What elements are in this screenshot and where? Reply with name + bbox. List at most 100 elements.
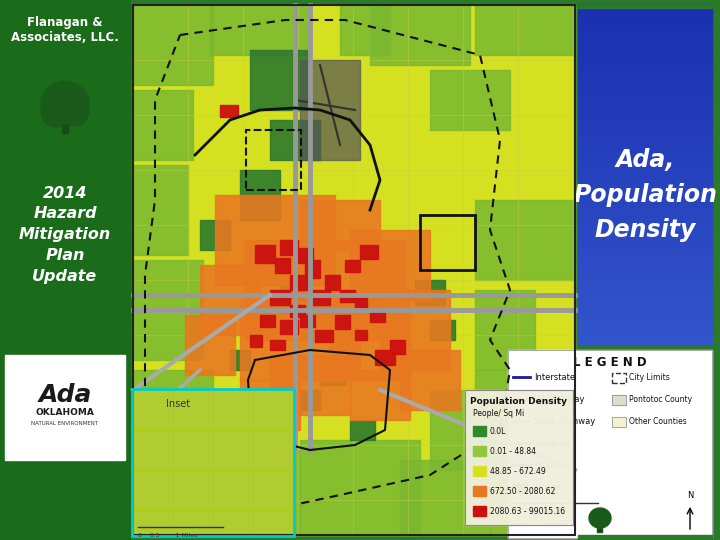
Ellipse shape (47, 81, 83, 109)
Bar (133, 5, 575, 535)
Bar (578, 185, 712, 192)
Bar (578, 140, 712, 147)
Bar (473, 506, 486, 516)
Bar (578, 11, 712, 17)
Bar (473, 466, 486, 476)
Bar (325, 275, 340, 290)
Bar (578, 281, 712, 288)
Text: Ada: Ada (38, 383, 91, 408)
Bar (275, 258, 290, 273)
Bar (355, 330, 367, 340)
Bar (133, 5, 213, 85)
Bar (490, 430, 575, 535)
Bar (578, 16, 712, 23)
Bar (240, 380, 300, 430)
Bar (578, 315, 712, 321)
Bar (360, 245, 378, 259)
Text: 2014
Hazard
Mitigation
Plan
Update: 2014 Hazard Mitigation Plan Update (19, 186, 111, 285)
Bar (132, 389, 294, 536)
Text: Inset: Inset (166, 399, 190, 409)
Text: Airport: Airport (534, 483, 563, 491)
Bar (578, 191, 712, 198)
Bar (578, 101, 712, 107)
Bar (578, 275, 712, 282)
Bar (133, 390, 293, 535)
Text: 0    0.5        1 Miles: 0 0.5 1 Miles (138, 533, 197, 538)
Bar (370, 310, 385, 322)
Bar (578, 157, 712, 164)
Bar (133, 5, 575, 535)
Bar (380, 290, 450, 370)
Ellipse shape (41, 95, 69, 127)
Bar (578, 5, 712, 12)
Bar (250, 335, 262, 347)
Bar (133, 455, 223, 535)
Bar (578, 320, 712, 327)
Bar (578, 146, 712, 152)
Bar (240, 300, 360, 380)
Bar (350, 370, 410, 420)
Bar (578, 236, 712, 242)
Bar (245, 240, 405, 340)
Bar (260, 315, 275, 327)
Text: 0.0L: 0.0L (490, 427, 506, 435)
Text: State Highway: State Highway (534, 416, 595, 426)
Bar (370, 5, 470, 65)
Bar (578, 303, 712, 310)
Bar (310, 290, 330, 305)
Bar (513, 483, 527, 493)
Bar (508, 350, 712, 538)
Bar (330, 290, 410, 380)
Bar (578, 95, 712, 102)
Bar (475, 200, 575, 280)
Bar (578, 129, 712, 136)
Bar (578, 28, 712, 34)
Bar (578, 197, 712, 203)
Bar (300, 200, 380, 250)
Bar (578, 253, 712, 260)
Bar (578, 90, 712, 96)
Bar (578, 332, 712, 339)
Text: 0.01 - 48.84: 0.01 - 48.84 (490, 447, 536, 456)
Text: OKLAHOMA: OKLAHOMA (35, 408, 94, 417)
Bar (578, 241, 712, 248)
Text: Turnpike: Turnpike (534, 438, 570, 448)
Bar (400, 350, 460, 410)
Bar (240, 170, 280, 220)
Ellipse shape (41, 82, 89, 124)
Bar (246, 130, 301, 190)
Ellipse shape (61, 96, 89, 126)
Bar (335, 315, 350, 329)
Text: Ada,
Population
Density: Ada, Population Density (573, 147, 717, 242)
Bar (465, 390, 573, 525)
Bar (300, 440, 420, 535)
Text: N: N (687, 491, 693, 500)
Bar (133, 90, 193, 160)
Bar (215, 195, 335, 285)
Text: Flanagan &
Associates, LLC.: Flanagan & Associates, LLC. (11, 16, 119, 44)
Bar (578, 202, 712, 209)
Bar (430, 70, 510, 130)
Bar (320, 360, 345, 385)
Bar (578, 287, 712, 293)
Bar (280, 320, 298, 334)
Text: Pontotoc County: Pontotoc County (629, 395, 692, 403)
Bar (578, 72, 712, 79)
Text: Other Counties: Other Counties (629, 416, 687, 426)
Bar (305, 260, 320, 278)
Text: City Limits: City Limits (629, 373, 670, 381)
Bar (473, 446, 486, 456)
Bar (578, 259, 712, 265)
Text: 672.50 - 2080.62: 672.50 - 2080.62 (490, 487, 555, 496)
Bar (270, 290, 290, 305)
Bar (62, 115, 68, 133)
Bar (200, 220, 230, 250)
Bar (578, 33, 712, 40)
Bar (133, 260, 203, 360)
Bar (185, 315, 235, 375)
Text: 2080.63 - 99015.16: 2080.63 - 99015.16 (490, 507, 565, 516)
Bar (400, 460, 490, 535)
Bar (430, 390, 510, 470)
Bar (350, 230, 430, 300)
Bar (465, 390, 573, 525)
